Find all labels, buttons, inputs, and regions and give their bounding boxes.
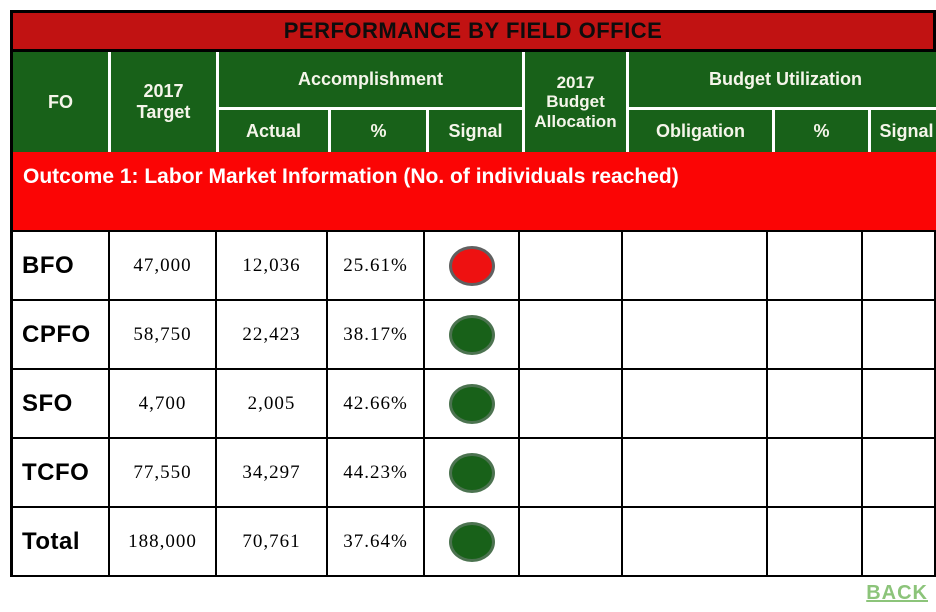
signal-light <box>448 452 495 493</box>
util-percent-cell <box>768 370 863 439</box>
column-header-util-percent: % <box>775 110 868 152</box>
actual-value: 12,036 <box>217 232 328 301</box>
signal-cell <box>425 301 520 370</box>
column-header-actual: Actual <box>219 110 328 152</box>
signal-cell <box>425 508 520 577</box>
row-label: CPFO <box>13 301 110 370</box>
budget-allocation-cell <box>520 232 623 301</box>
outcome-section-banner: Outcome 1: Labor Market Information (No.… <box>10 152 936 230</box>
column-header-fo: FO <box>13 52 108 152</box>
obligation-cell <box>623 232 768 301</box>
actual-value: 34,297 <box>217 439 328 508</box>
column-header-2017-target: 2017 Target <box>111 52 216 152</box>
signal-cell <box>425 370 520 439</box>
row-label: BFO <box>13 232 110 301</box>
signal-light <box>448 383 495 424</box>
actual-value: 2,005 <box>217 370 328 439</box>
percent-value: 25.61% <box>328 232 425 301</box>
title-banner: PERFORMANCE BY FIELD OFFICE <box>10 10 936 52</box>
obligation-cell <box>623 370 768 439</box>
percent-value: 42.66% <box>328 370 425 439</box>
obligation-cell <box>623 301 768 370</box>
target-value: 58,750 <box>110 301 217 370</box>
column-header-accomp-signal: Signal <box>429 110 522 152</box>
util-signal-cell <box>863 370 936 439</box>
column-group-accomplishment: Accomplishment <box>219 52 522 107</box>
budget-allocation-cell <box>520 301 623 370</box>
util-percent-cell <box>768 508 863 577</box>
column-header-budget-allocation: 2017 Budget Allocation <box>525 52 626 152</box>
column-header-util-signal: Signal <box>871 110 936 152</box>
target-value: 188,000 <box>110 508 217 577</box>
column-header-obligation: Obligation <box>629 110 772 152</box>
util-signal-cell <box>863 301 936 370</box>
column-group-budget-utilization: Budget Utilization <box>629 52 936 107</box>
target-value: 77,550 <box>110 439 217 508</box>
util-percent-cell <box>768 301 863 370</box>
back-link[interactable]: BACK <box>866 582 928 604</box>
budget-allocation-cell <box>520 508 623 577</box>
signal-light <box>448 314 495 355</box>
percent-value: 38.17% <box>328 301 425 370</box>
util-signal-cell <box>863 439 936 508</box>
signal-cell <box>425 439 520 508</box>
slide: PERFORMANCE BY FIELD OFFICE FO 2017 Targ… <box>10 10 936 577</box>
table-body: BFO 47,000 12,036 25.61% CPFO 58,750 22,… <box>10 230 936 577</box>
row-label: SFO <box>13 370 110 439</box>
budget-allocation-cell <box>520 370 623 439</box>
signal-light <box>448 521 495 562</box>
budget-allocation-cell <box>520 439 623 508</box>
column-header-accomp-percent: % <box>331 110 426 152</box>
page-title: PERFORMANCE BY FIELD OFFICE <box>283 18 663 43</box>
percent-value: 37.64% <box>328 508 425 577</box>
table-header: FO 2017 Target Accomplishment 2017 Budge… <box>10 52 936 152</box>
util-signal-cell <box>863 508 936 577</box>
actual-value: 22,423 <box>217 301 328 370</box>
signal-light <box>448 245 495 286</box>
obligation-cell <box>623 439 768 508</box>
util-percent-cell <box>768 439 863 508</box>
util-signal-cell <box>863 232 936 301</box>
percent-value: 44.23% <box>328 439 425 508</box>
target-value: 4,700 <box>110 370 217 439</box>
obligation-cell <box>623 508 768 577</box>
target-value: 47,000 <box>110 232 217 301</box>
util-percent-cell <box>768 232 863 301</box>
row-label: TCFO <box>13 439 110 508</box>
row-label: Total <box>13 508 110 577</box>
signal-cell <box>425 232 520 301</box>
actual-value: 70,761 <box>217 508 328 577</box>
